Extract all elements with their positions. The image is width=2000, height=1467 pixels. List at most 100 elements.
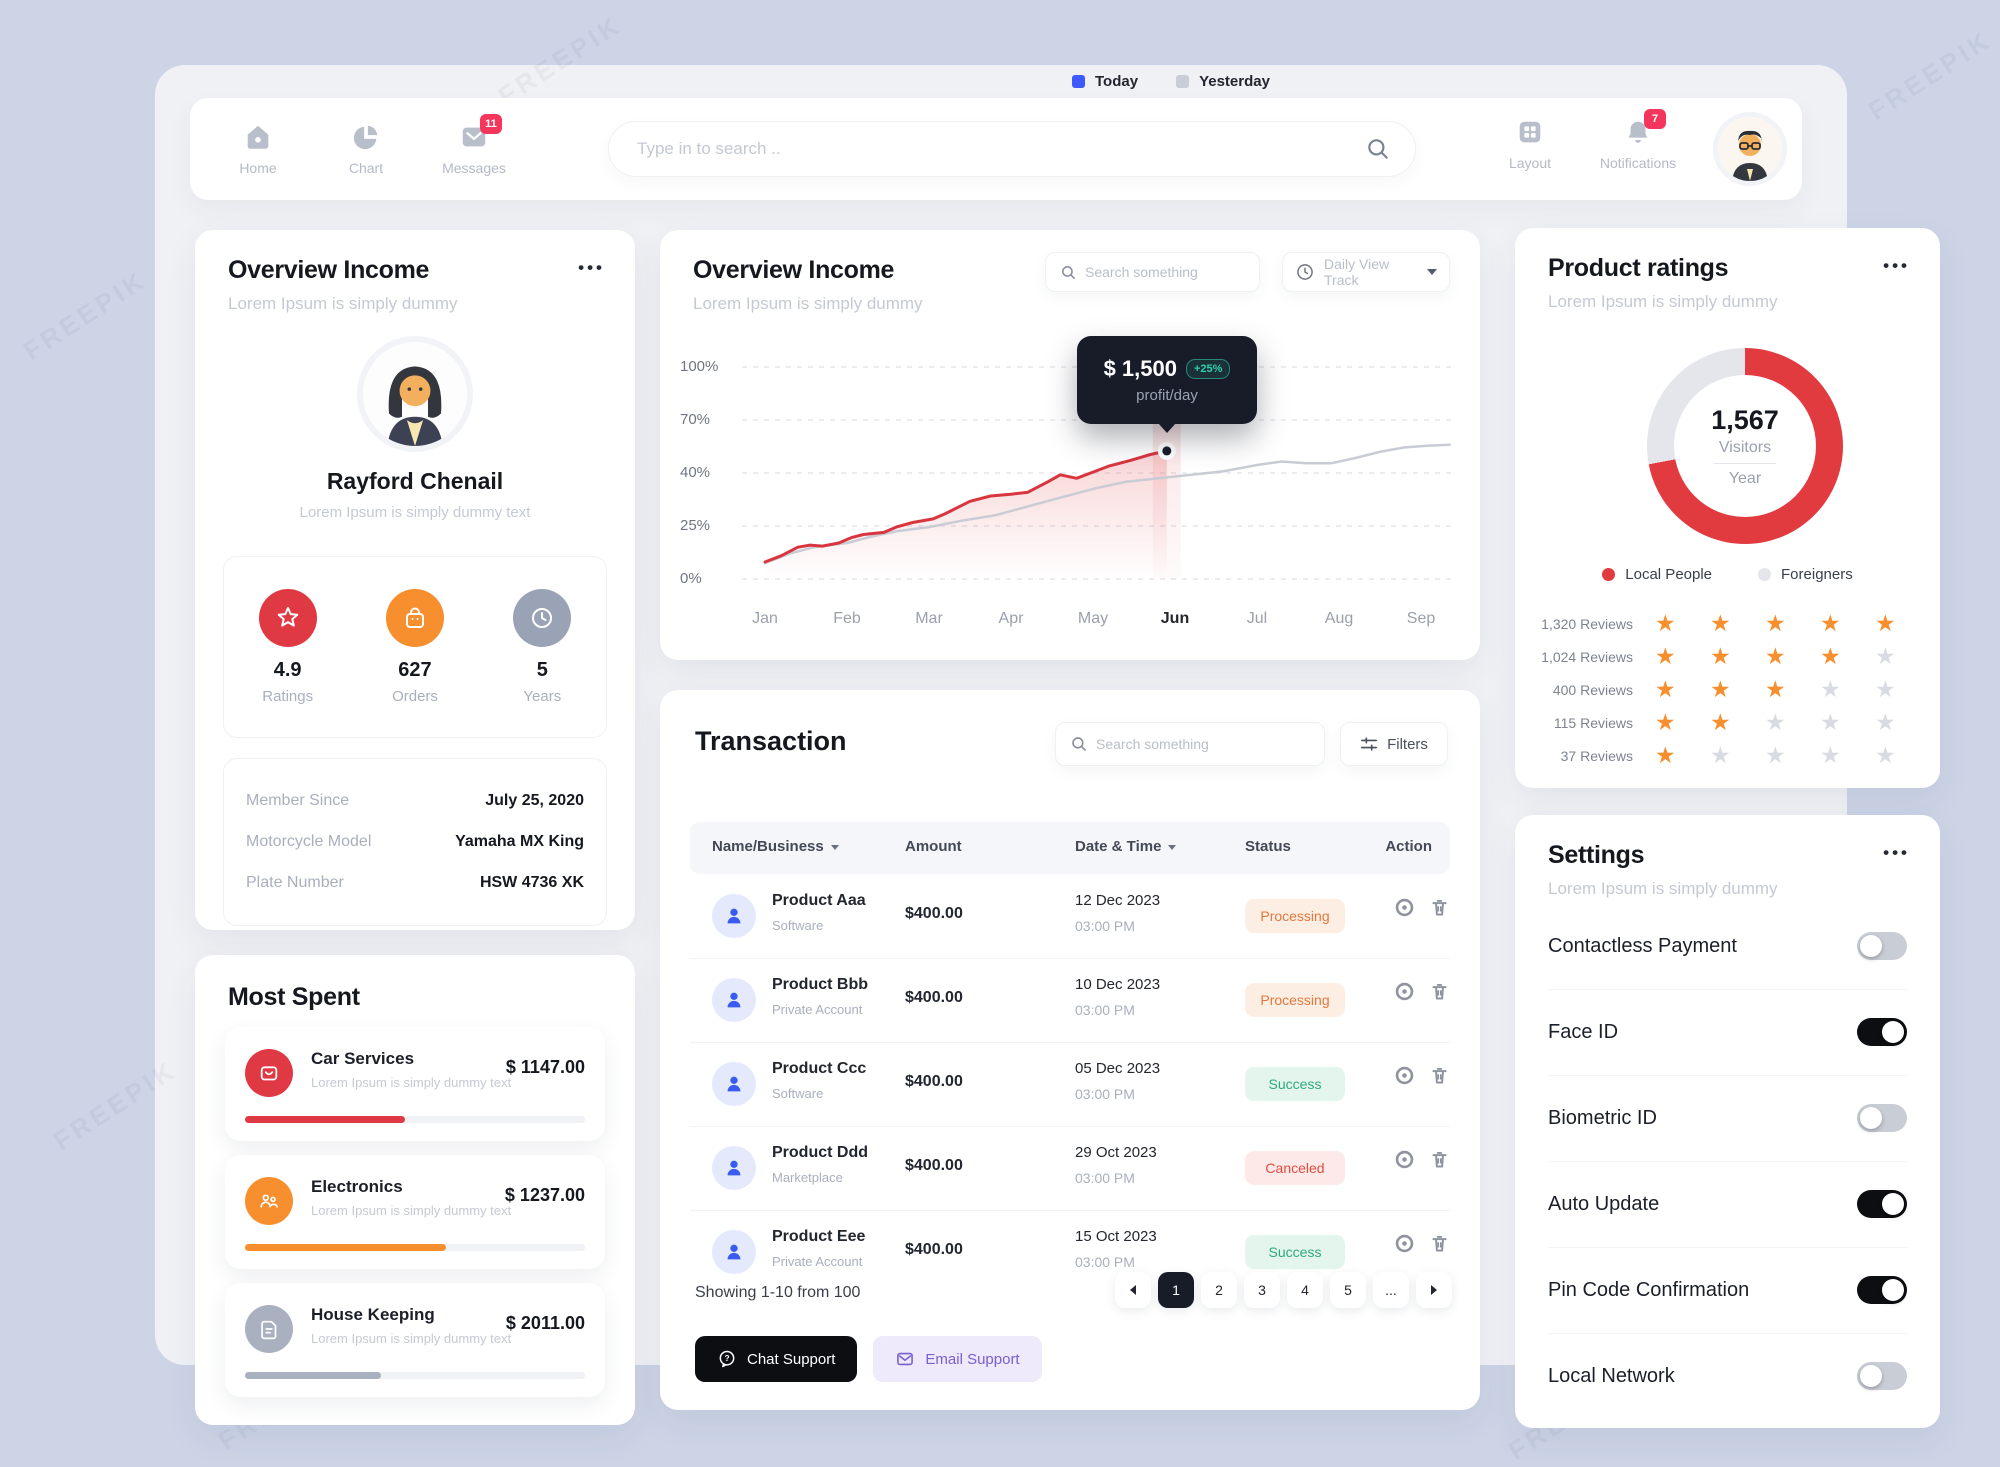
legend-today: Today <box>1072 73 1138 90</box>
star-icon[interactable]: ★ <box>1710 676 1731 702</box>
star-icon[interactable]: ★ <box>1820 742 1841 768</box>
next-page-button[interactable] <box>1416 1272 1452 1308</box>
star-icon[interactable]: ★ <box>1875 610 1896 636</box>
col-date-time[interactable]: Date & Time <box>1075 838 1177 855</box>
star-icon[interactable]: ★ <box>1875 676 1896 702</box>
view-icon[interactable] <box>1394 1149 1415 1170</box>
filters-button[interactable]: Filters <box>1340 722 1448 766</box>
product-name: Product Eee <box>772 1228 866 1245</box>
star-icon[interactable]: ★ <box>1710 610 1731 636</box>
nav-item-chart[interactable]: Chart <box>312 122 420 176</box>
spent-item-house-keeping[interactable]: House Keeping Lorem Ipsum is simply dumm… <box>225 1283 605 1397</box>
overview-income-profile-card: Overview Income ••• Lorem Ipsum is simpl… <box>195 230 635 930</box>
view-icon[interactable] <box>1394 897 1415 918</box>
ratings-more-icon[interactable]: ••• <box>1883 256 1910 275</box>
star-icon[interactable]: ★ <box>1765 676 1786 702</box>
star-icon[interactable]: ★ <box>1875 709 1896 735</box>
product-avatar <box>712 1062 756 1106</box>
view-icon[interactable] <box>1394 1233 1415 1254</box>
nav-item-home[interactable]: Home <box>204 122 312 176</box>
col-amount: Amount <box>905 838 962 855</box>
table-row[interactable]: Product Ccc Software $400.00 05 Dec 2023… <box>690 1042 1450 1126</box>
top-navbar: Home Chart 11 Messages Layout 7 Notifica… <box>190 98 1802 200</box>
star-icon[interactable]: ★ <box>1765 643 1786 669</box>
star-icon[interactable]: ★ <box>1655 643 1676 669</box>
y-tick: 70% <box>680 411 711 428</box>
table-row[interactable]: Product Aaa Software $400.00 12 Dec 2023… <box>690 874 1450 958</box>
star-icon[interactable]: ★ <box>1710 643 1731 669</box>
star-icon[interactable]: ★ <box>1765 610 1786 636</box>
toggle-knob <box>1882 1021 1904 1043</box>
nav-item-messages[interactable]: 11 Messages <box>420 114 528 176</box>
delete-icon[interactable] <box>1429 981 1450 1002</box>
overview-income-chart-card: Overview Income Lorem Ipsum is simply du… <box>660 230 1480 660</box>
star-icon[interactable]: ★ <box>1875 643 1896 669</box>
chart-tooltip: $ 1,500 +25% profit/day <box>1077 336 1257 433</box>
pin-code-confirmation-toggle[interactable] <box>1857 1276 1907 1304</box>
star-icon[interactable]: ★ <box>1820 610 1841 636</box>
star-icon[interactable]: ★ <box>1710 709 1731 735</box>
table-row[interactable]: Product Eee Private Account $400.00 15 O… <box>690 1210 1450 1294</box>
star-icon[interactable]: ★ <box>1655 676 1676 702</box>
star-icon[interactable]: ★ <box>1655 610 1676 636</box>
page-button-4[interactable]: 4 <box>1287 1272 1323 1308</box>
spent-amount: $ 1147.00 <box>505 1057 585 1077</box>
nav-item-layout[interactable]: Layout <box>1476 117 1584 181</box>
star-icon <box>258 589 317 647</box>
page-button-more[interactable]: ... <box>1373 1272 1409 1308</box>
income-line-chart: 100% 70% 40% 25% 0% <box>680 336 1460 642</box>
chart-search-input[interactable] <box>1085 264 1225 280</box>
review-row: 1,320 Reviews ★ ★ ★ ★ ★ <box>1515 610 1940 638</box>
progress-bar <box>245 1116 585 1123</box>
toggle-knob <box>1882 1193 1904 1215</box>
x-label: Jan <box>752 610 778 627</box>
star-icon[interactable]: ★ <box>1765 742 1786 768</box>
user-avatar[interactable] <box>1718 117 1782 181</box>
view-icon[interactable] <box>1394 981 1415 1002</box>
email-support-button[interactable]: Email Support <box>873 1336 1042 1382</box>
star-icon[interactable]: ★ <box>1655 742 1676 768</box>
local-network-toggle[interactable] <box>1857 1362 1907 1390</box>
page-button-1[interactable]: 1 <box>1158 1272 1194 1308</box>
delete-icon[interactable] <box>1429 1149 1450 1170</box>
person-icon <box>727 992 741 1008</box>
settings-more-icon[interactable]: ••• <box>1883 843 1910 862</box>
table-row[interactable]: Product Bbb Private Account $400.00 10 D… <box>690 958 1450 1042</box>
star-icon[interactable]: ★ <box>1820 709 1841 735</box>
nav-item-notifications[interactable]: 7 Notifications <box>1584 109 1692 181</box>
toggle-knob <box>1882 1279 1904 1301</box>
review-count: 37 Reviews <box>1560 748 1633 764</box>
search-input[interactable] <box>637 139 1365 159</box>
face-id-toggle[interactable] <box>1857 1018 1907 1046</box>
star-icon[interactable]: ★ <box>1820 676 1841 702</box>
member-since-row: Member Since July 25, 2020 <box>246 792 584 810</box>
chat-support-button[interactable]: ? Chat Support <box>695 1336 858 1382</box>
delete-icon[interactable] <box>1429 1233 1450 1254</box>
view-icon[interactable] <box>1394 1065 1415 1086</box>
contactless-payment-toggle[interactable] <box>1857 932 1907 960</box>
spent-item-car-services[interactable]: Car Services Lorem Ipsum is simply dummy… <box>225 1027 605 1141</box>
star-icon[interactable]: ★ <box>1710 742 1731 768</box>
delete-icon[interactable] <box>1429 897 1450 918</box>
star-icon[interactable]: ★ <box>1655 709 1676 735</box>
spent-item-electronics[interactable]: Electronics Lorem Ipsum is simply dummy … <box>225 1155 605 1269</box>
transaction-search-input[interactable] <box>1096 736 1276 752</box>
page-button-5[interactable]: 5 <box>1330 1272 1366 1308</box>
biometric-id-toggle[interactable] <box>1857 1104 1907 1132</box>
col-name-business[interactable]: Name/Business <box>712 838 839 855</box>
page-button-2[interactable]: 2 <box>1201 1272 1237 1308</box>
view-track-dropdown[interactable]: Daily View Track <box>1282 252 1450 292</box>
delete-icon[interactable] <box>1429 1065 1450 1086</box>
prev-page-button[interactable] <box>1115 1272 1151 1308</box>
search-icon[interactable] <box>1365 136 1391 162</box>
product-type: Private Account <box>772 1254 863 1269</box>
star-icon[interactable]: ★ <box>1765 709 1786 735</box>
star-icon[interactable]: ★ <box>1820 643 1841 669</box>
table-row[interactable]: Product Ddd Marketplace $400.00 29 Oct 2… <box>690 1126 1450 1210</box>
page-button-3[interactable]: 3 <box>1244 1272 1280 1308</box>
setting-local-network: Local Network <box>1548 1333 1907 1419</box>
star-icon[interactable]: ★ <box>1875 742 1896 768</box>
auto-update-toggle[interactable] <box>1857 1190 1907 1218</box>
arrow-right-icon <box>1431 1285 1437 1295</box>
profile-card-more-icon[interactable]: ••• <box>578 258 605 277</box>
